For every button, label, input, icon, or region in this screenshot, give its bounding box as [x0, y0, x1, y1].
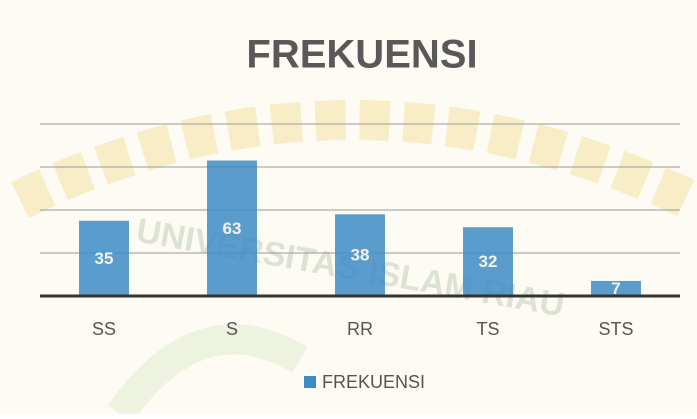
- bar: [207, 160, 257, 296]
- data-label: 38: [351, 246, 370, 265]
- chart-title: FREKUENSI: [246, 33, 477, 77]
- x-tick-label: STS: [598, 319, 633, 339]
- watermark-leaf: [107, 324, 308, 419]
- x-tick-label: RR: [347, 319, 373, 339]
- bar: [335, 214, 385, 296]
- x-tick-label: S: [226, 319, 238, 339]
- legend-label: FREKUENSI: [322, 372, 425, 392]
- data-label: 35: [95, 249, 114, 268]
- bar: [463, 227, 513, 296]
- watermark-arc: [11, 100, 697, 219]
- data-label: 63: [223, 219, 242, 238]
- x-tick-label: TS: [476, 319, 499, 339]
- legend-swatch: [304, 376, 316, 388]
- data-label: 32: [479, 252, 498, 271]
- data-label: 7: [611, 279, 620, 298]
- bar: [79, 220, 129, 296]
- bar: [591, 280, 641, 296]
- x-tick-label: SS: [92, 319, 116, 339]
